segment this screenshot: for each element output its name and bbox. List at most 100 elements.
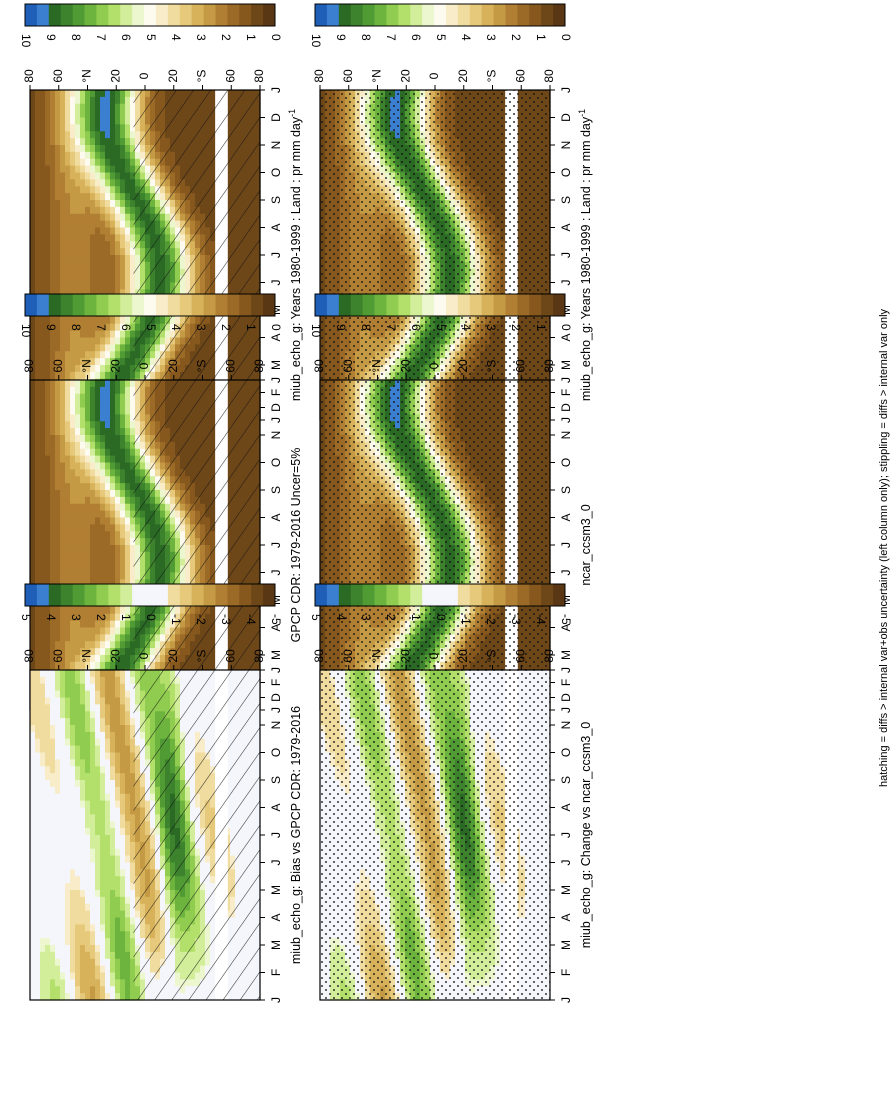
heatmap-cell — [55, 282, 61, 290]
heatmap-cell — [115, 213, 121, 222]
heatmap-cell — [70, 371, 76, 380]
heatmap-cell — [65, 524, 71, 532]
heatmap-cell — [80, 200, 86, 208]
heatmap-cell — [115, 227, 121, 235]
heatmap-cell — [125, 358, 131, 366]
heatmap-cell — [60, 613, 66, 622]
heatmap-cell — [45, 517, 51, 525]
heatmap-cell — [40, 538, 46, 546]
heatmap-cell — [90, 289, 96, 297]
heatmap-cell — [65, 337, 71, 345]
colorbar-swatch — [60, 294, 74, 316]
heatmap-cell — [85, 344, 91, 352]
heatmap-cell — [55, 268, 61, 277]
heatmap-cell — [35, 165, 41, 174]
heatmap-cell — [40, 282, 46, 290]
colorbar-swatch — [445, 4, 459, 26]
heatmap-cell — [65, 634, 71, 642]
heatmap-cell — [45, 241, 51, 249]
heatmap-cell — [40, 172, 46, 180]
heatmap-cell — [40, 545, 46, 553]
heatmap-cell — [90, 316, 96, 325]
heatmap-cell — [55, 227, 61, 235]
heatmap-cell — [95, 110, 101, 119]
lat-tick-label: °S — [195, 70, 209, 83]
heatmap-cell — [105, 234, 111, 242]
heatmap-cell — [125, 179, 131, 187]
heatmap-cell — [35, 241, 41, 249]
heatmap-cell — [40, 330, 46, 339]
heatmap-cell — [55, 606, 61, 615]
heatmap-cell — [50, 344, 56, 352]
heatmap-cell — [60, 517, 66, 525]
colorbar-swatch — [108, 294, 121, 316]
heatmap-cell — [45, 510, 51, 519]
colorbar-tick-label: 9 — [334, 34, 348, 41]
heatmap-cell — [50, 655, 56, 663]
heatmap-cell — [70, 234, 76, 242]
heatmap-cell — [120, 193, 126, 201]
heatmap-cell — [50, 227, 56, 235]
heatmap-cell — [60, 213, 66, 222]
heatmap-cell — [55, 448, 61, 457]
colorbar-tick-label: 1 — [244, 324, 258, 331]
heatmap-cell — [65, 131, 71, 139]
heatmap-cell — [80, 138, 86, 146]
colorbar-swatch — [251, 294, 264, 316]
heatmap-cell — [40, 351, 46, 359]
heatmap-cell — [100, 131, 106, 139]
heatmap-cell — [50, 476, 56, 484]
heatmap-cell — [50, 441, 56, 450]
colorbar-swatch — [239, 4, 252, 26]
heatmap-cell — [35, 282, 41, 290]
heatmap-cell — [65, 261, 71, 270]
heatmap-cell — [65, 545, 71, 553]
heatmap-cell — [35, 124, 41, 132]
heatmap-cell — [35, 386, 41, 395]
heatmap-cell — [125, 96, 131, 105]
heatmap-cell — [40, 316, 46, 325]
heatmap-cell — [105, 351, 111, 359]
heatmap-cell — [50, 96, 56, 105]
heatmap-cell — [80, 145, 86, 153]
heatmap-cell — [30, 145, 36, 153]
heatmap-cell — [40, 572, 46, 580]
heatmap-cell — [120, 151, 126, 160]
heatmap-cell — [115, 193, 121, 201]
heatmap-cell — [35, 483, 41, 491]
colorbar-swatch — [326, 4, 340, 26]
heatmap-cell — [45, 558, 51, 567]
heatmap-cell — [45, 172, 51, 180]
heatmap-cell — [55, 627, 61, 635]
colorbar-swatch — [191, 294, 205, 316]
heatmap-cell — [75, 227, 81, 235]
heatmap-cell — [60, 261, 66, 270]
heatmap-cell — [120, 365, 126, 373]
heatmap-cell — [95, 330, 101, 339]
heatmap-cell — [120, 337, 126, 345]
colorbar-swatch — [227, 4, 240, 26]
lat-tick-label: 20 — [108, 69, 122, 83]
heatmap-cell — [100, 261, 106, 270]
heatmap-cell — [50, 179, 56, 187]
heatmap-cell — [75, 206, 81, 215]
heatmap-cell — [45, 158, 51, 167]
heatmap-cell — [70, 103, 76, 112]
heatmap-cell — [60, 200, 66, 208]
heatmap-cell — [50, 316, 56, 325]
heatmap-cell — [30, 193, 36, 201]
heatmap-cell — [75, 330, 81, 339]
heatmap-cell — [30, 179, 36, 187]
heatmap-cell — [110, 268, 116, 277]
heatmap-cell — [90, 282, 96, 290]
heatmap-cell — [55, 241, 61, 249]
colorbar-tick-label: 0 — [559, 34, 573, 41]
heatmap-cell — [90, 145, 96, 153]
colorbar-tick-label: 2 — [509, 34, 523, 41]
heatmap-cell — [50, 496, 56, 505]
heatmap-cell — [30, 220, 36, 229]
heatmap-cell — [30, 110, 36, 119]
heatmap-cell — [60, 206, 66, 215]
heatmap-cell — [105, 96, 111, 105]
heatmap-cell — [45, 441, 51, 450]
